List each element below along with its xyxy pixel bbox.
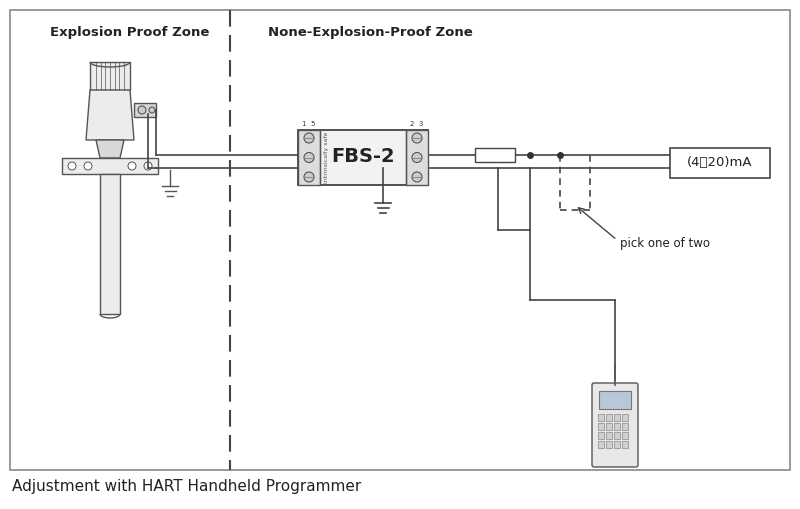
Circle shape	[412, 172, 422, 182]
Bar	[614, 414, 620, 421]
Circle shape	[304, 153, 314, 162]
Text: Explosion Proof Zone: Explosion Proof Zone	[50, 25, 210, 39]
Text: 1  5: 1 5	[302, 121, 316, 127]
Circle shape	[68, 162, 76, 170]
Text: pick one of two: pick one of two	[620, 237, 710, 249]
Circle shape	[304, 133, 314, 143]
Bar	[622, 423, 628, 430]
Text: FBS-2: FBS-2	[331, 148, 395, 166]
Bar	[606, 414, 612, 421]
Bar	[599, 391, 631, 409]
Polygon shape	[96, 140, 124, 158]
Bar	[614, 432, 620, 439]
Circle shape	[412, 133, 422, 143]
Bar	[614, 441, 620, 448]
Circle shape	[412, 153, 422, 162]
Bar	[622, 414, 628, 421]
Bar	[622, 432, 628, 439]
Circle shape	[138, 106, 146, 114]
Bar	[598, 432, 604, 439]
Bar	[598, 441, 604, 448]
Polygon shape	[86, 90, 134, 140]
Circle shape	[128, 162, 136, 170]
Text: None-Explosion-Proof Zone: None-Explosion-Proof Zone	[268, 25, 473, 39]
Circle shape	[149, 107, 155, 113]
Text: Adjustment with HART Handheld Programmer: Adjustment with HART Handheld Programmer	[12, 479, 362, 495]
Bar	[622, 441, 628, 448]
Bar	[298, 130, 320, 185]
Bar	[670, 148, 770, 178]
Bar	[614, 423, 620, 430]
Bar	[134, 103, 156, 117]
Bar	[606, 432, 612, 439]
Bar	[62, 158, 158, 174]
Bar	[90, 62, 130, 90]
Circle shape	[144, 162, 152, 170]
Bar	[475, 148, 515, 162]
Circle shape	[84, 162, 92, 170]
Bar	[298, 130, 428, 185]
Bar	[606, 423, 612, 430]
Circle shape	[304, 172, 314, 182]
Bar	[606, 441, 612, 448]
Bar	[598, 414, 604, 421]
Bar	[100, 174, 120, 314]
Bar	[598, 423, 604, 430]
Text: (4～20)mA: (4～20)mA	[687, 156, 753, 169]
Bar	[406, 130, 428, 185]
FancyBboxPatch shape	[592, 383, 638, 467]
Text: intrinsically safe: intrinsically safe	[324, 131, 329, 183]
Text: 2  3: 2 3	[410, 121, 424, 127]
